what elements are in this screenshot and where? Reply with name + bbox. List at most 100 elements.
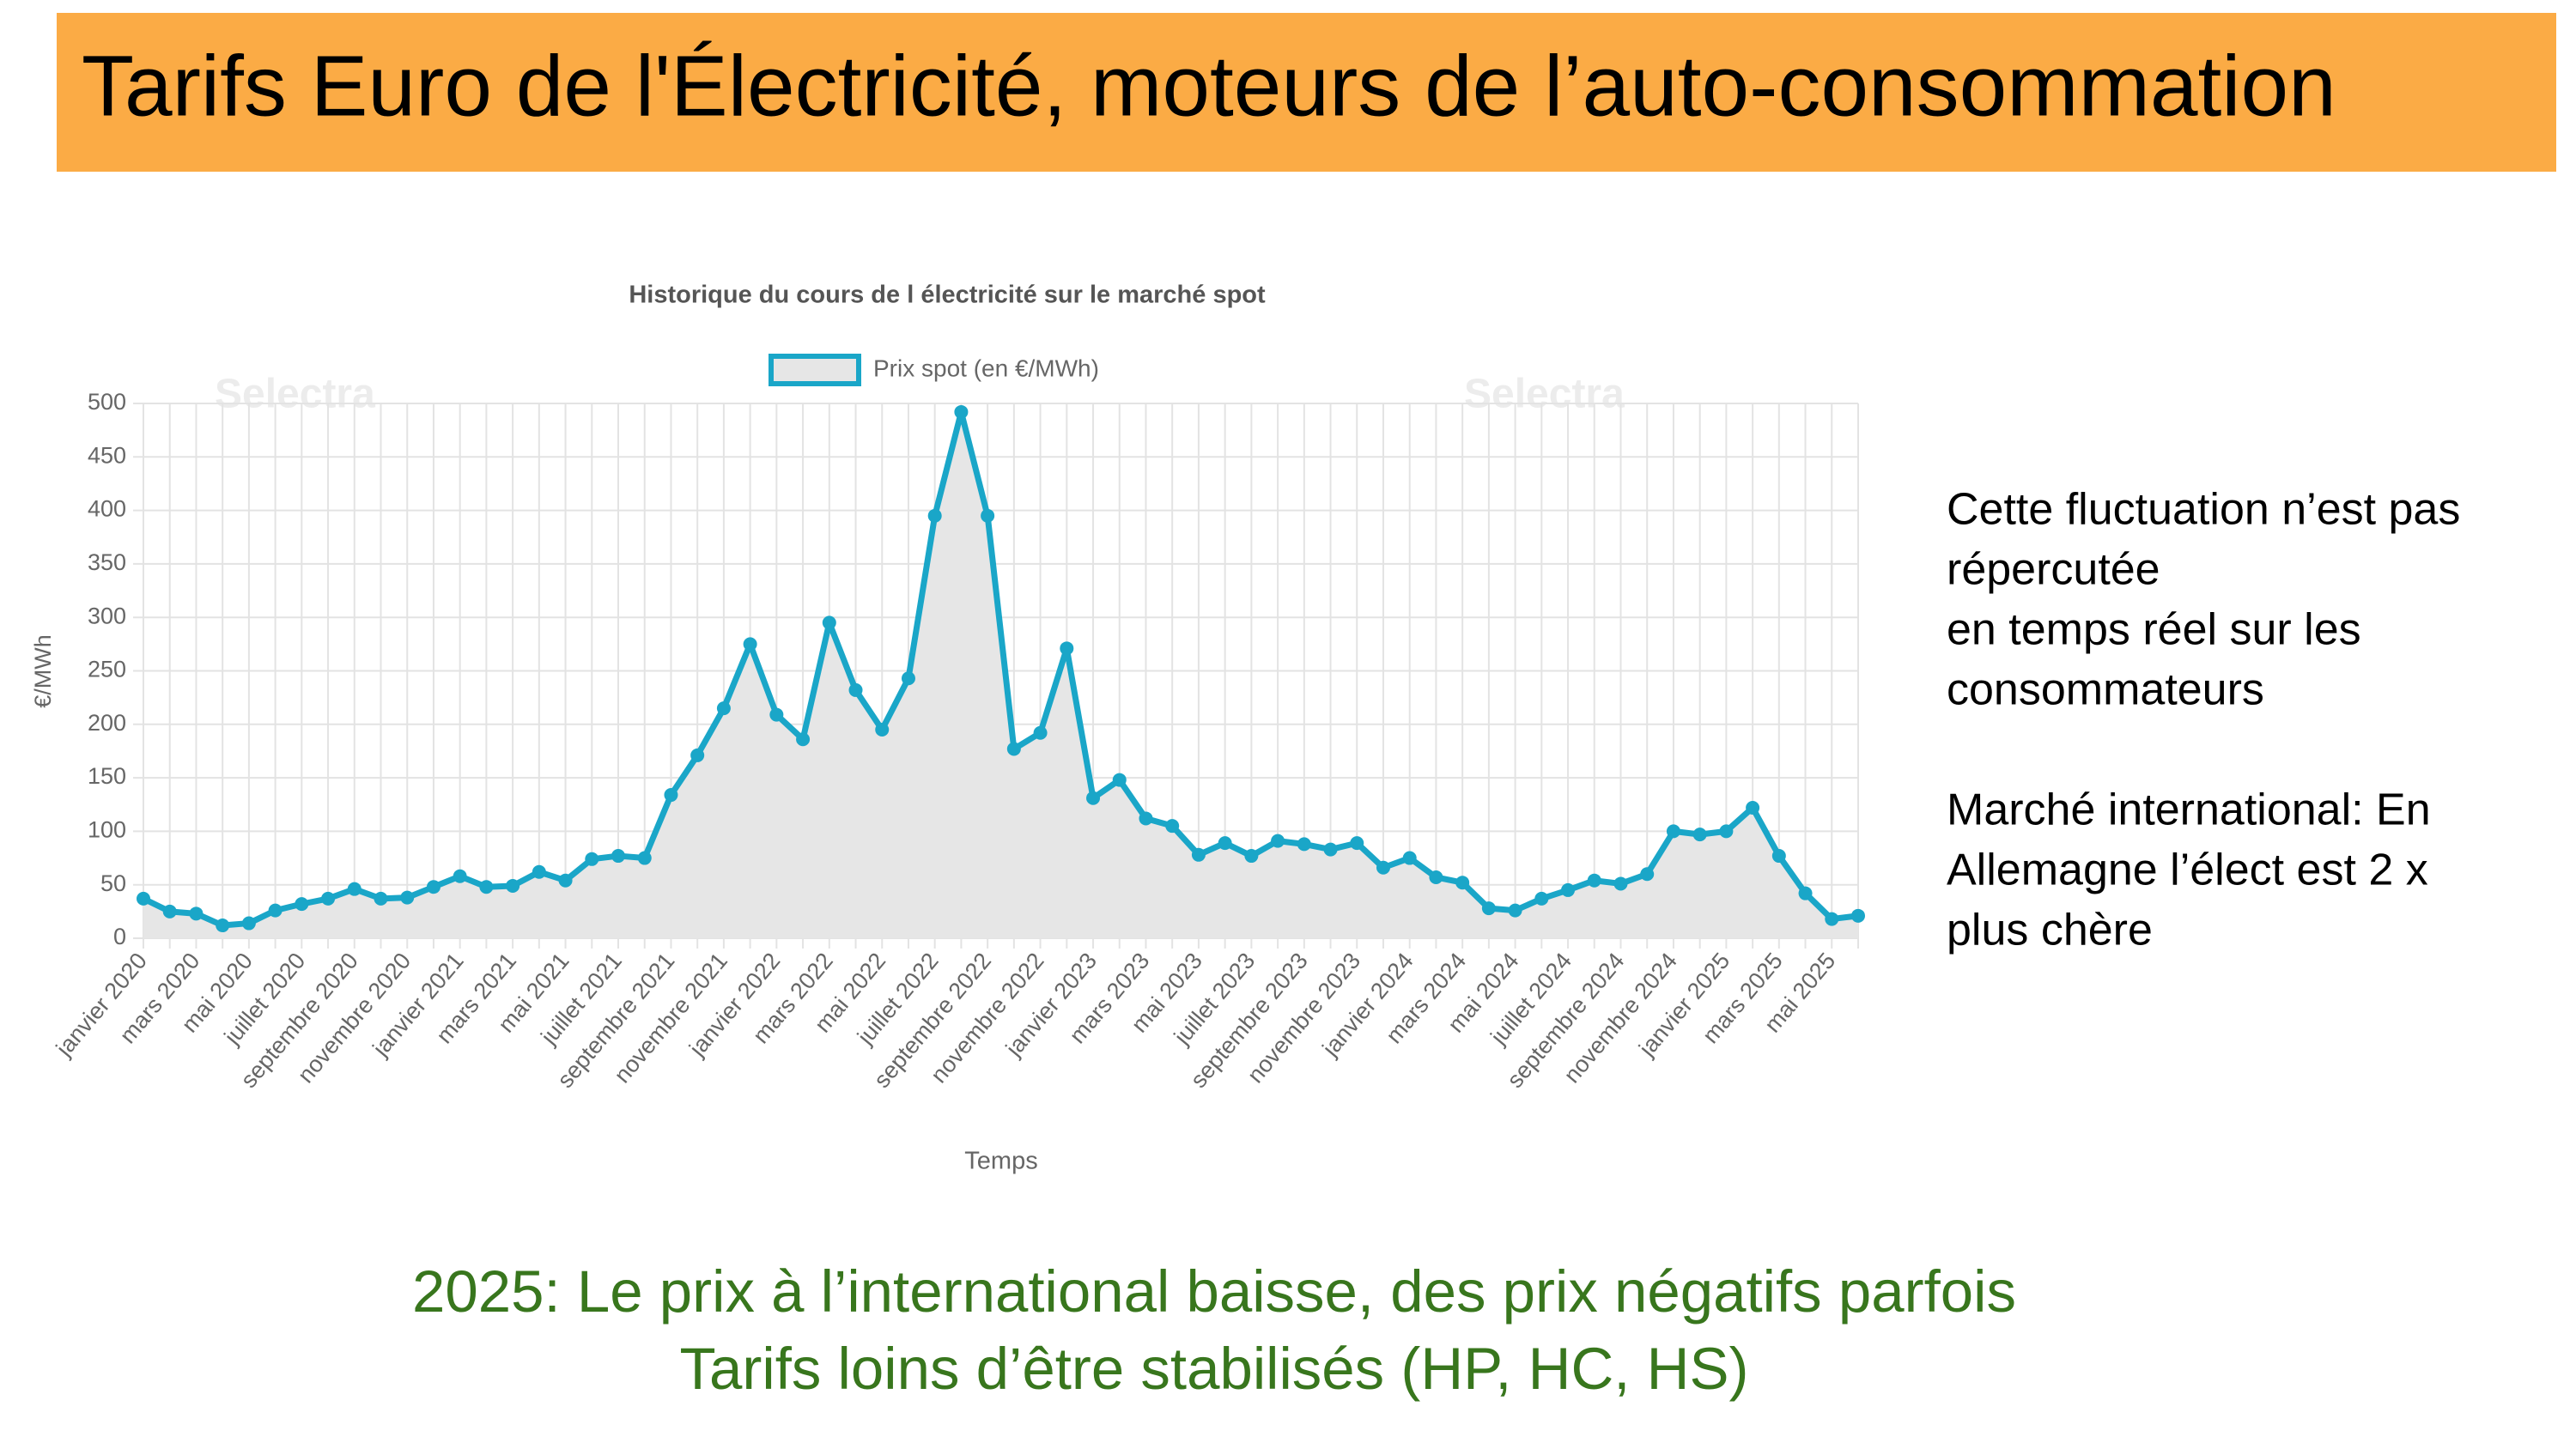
point xyxy=(1350,836,1364,851)
point xyxy=(1191,847,1206,862)
point xyxy=(1825,912,1839,926)
point xyxy=(189,906,204,921)
point xyxy=(901,671,915,686)
point xyxy=(1297,837,1311,852)
point xyxy=(479,880,494,894)
point xyxy=(216,919,230,933)
point xyxy=(1033,725,1048,740)
point xyxy=(954,404,969,419)
side-text-line: en temps réel sur les xyxy=(1947,605,2361,655)
point xyxy=(558,873,573,888)
point xyxy=(981,508,995,523)
point xyxy=(1455,876,1470,890)
watermark: Selectra xyxy=(215,372,375,417)
y-tick-label: 500 xyxy=(88,389,126,415)
bottom-text-line: Tarifs loins d’être stabilisés (HP, HC, … xyxy=(680,1336,1749,1402)
side-text-line: consommateurs xyxy=(1947,665,2264,715)
point xyxy=(1218,836,1232,851)
slide-title: Tarifs Euro de l'Électricité, moteurs de… xyxy=(82,38,2336,134)
point xyxy=(743,637,757,652)
area xyxy=(143,411,1858,938)
y-tick-label: 200 xyxy=(88,710,126,736)
point xyxy=(1666,824,1680,839)
point xyxy=(1323,842,1338,857)
point xyxy=(822,615,836,630)
point xyxy=(769,707,784,722)
point xyxy=(585,852,599,866)
point xyxy=(137,891,150,906)
point xyxy=(1376,860,1390,875)
side-text: Cette fluctuation n’est pas répercutée en … xyxy=(1947,485,2460,955)
x-axis-label: Temps xyxy=(964,1148,1037,1175)
y-tick-label: 250 xyxy=(88,657,126,682)
point xyxy=(1139,811,1153,826)
point xyxy=(716,701,731,716)
point xyxy=(1534,891,1549,906)
y-tick-label: 0 xyxy=(113,924,126,949)
point xyxy=(506,878,520,893)
side-text-line: répercutée xyxy=(1947,545,2160,595)
y-tick-label: 400 xyxy=(88,496,126,522)
point xyxy=(664,788,678,803)
legend-swatch xyxy=(769,354,861,386)
point xyxy=(1508,903,1522,918)
point xyxy=(611,849,626,864)
point xyxy=(1112,773,1127,787)
title-bar xyxy=(57,13,2556,172)
point xyxy=(400,890,415,905)
point xyxy=(1402,851,1417,865)
point xyxy=(453,869,467,883)
point xyxy=(1271,834,1285,848)
point xyxy=(848,682,863,697)
point xyxy=(1587,873,1601,888)
point xyxy=(1719,824,1734,839)
point xyxy=(1640,867,1655,882)
bottom-text-line: 2025: Le prix à l’international baisse, … xyxy=(412,1258,2016,1325)
y-tick-label: 350 xyxy=(88,549,126,575)
side-text-line: plus chère xyxy=(1947,906,2153,955)
side-text-line: Cette fluctuation n’est pas xyxy=(1947,485,2460,535)
point xyxy=(875,723,890,737)
point xyxy=(1613,876,1628,891)
point xyxy=(690,748,705,762)
point xyxy=(1851,908,1865,923)
point xyxy=(1429,870,1443,884)
watermark: Selectra xyxy=(1464,372,1625,417)
point xyxy=(532,864,546,879)
point xyxy=(374,891,388,906)
point xyxy=(1798,886,1813,900)
point xyxy=(927,508,942,523)
bottom-text: 2025: Le prix à l’international baisse, … xyxy=(412,1258,2016,1402)
point xyxy=(321,891,336,906)
point xyxy=(796,732,811,747)
point xyxy=(1060,641,1074,656)
point xyxy=(1692,828,1707,842)
point xyxy=(1561,882,1576,897)
y-tick-label: 150 xyxy=(88,763,126,789)
y-tick-label: 100 xyxy=(88,817,126,843)
point xyxy=(1771,849,1786,864)
y-tick-label: 300 xyxy=(88,603,126,628)
y-axis-label: €/MWh xyxy=(30,634,56,708)
point xyxy=(1006,742,1021,756)
point xyxy=(347,882,361,896)
point xyxy=(426,880,440,894)
y-tick-label: 450 xyxy=(88,442,126,468)
point xyxy=(295,897,309,912)
legend-label: Prix spot (en €/MWh) xyxy=(873,355,1099,381)
point xyxy=(162,904,177,919)
point xyxy=(1086,791,1101,805)
chart-title: Historique du cours de l électricité sur… xyxy=(629,282,1266,309)
point xyxy=(1481,901,1496,916)
point xyxy=(1244,849,1259,864)
side-text-line: Marché international: En xyxy=(1947,785,2431,835)
point xyxy=(1165,819,1180,834)
point xyxy=(268,903,283,918)
point xyxy=(637,851,652,865)
point xyxy=(1746,800,1760,815)
point xyxy=(241,916,256,931)
side-text-line: Allemagne l’élect est 2 x xyxy=(1947,846,2428,895)
